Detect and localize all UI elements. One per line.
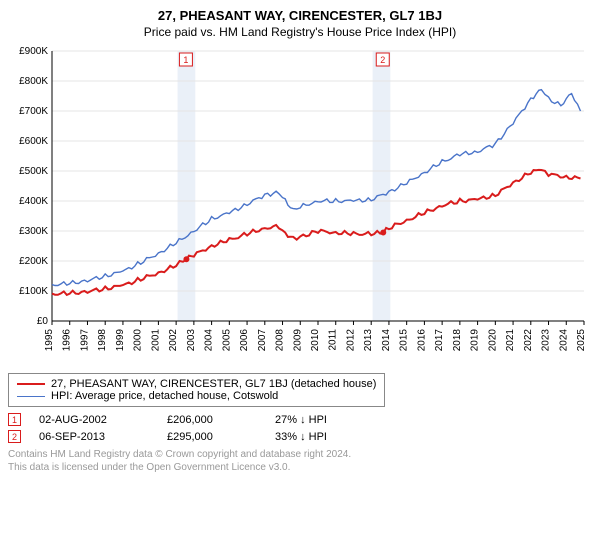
svg-text:2011: 2011 <box>328 329 339 351</box>
sale-pct: 33% ↓ HPI <box>275 431 327 443</box>
svg-text:2004: 2004 <box>204 329 215 352</box>
svg-text:2024: 2024 <box>558 329 569 352</box>
svg-text:£600K: £600K <box>19 136 48 147</box>
svg-text:2021: 2021 <box>505 329 516 352</box>
svg-text:2020: 2020 <box>487 329 498 352</box>
legend-item-hpi: HPI: Average price, detached house, Cots… <box>17 390 376 402</box>
sale-marker-icon: 2 <box>8 430 21 443</box>
table-row: 1 02-AUG-2002 £206,000 27% ↓ HPI <box>8 413 592 426</box>
svg-text:1996: 1996 <box>62 329 73 352</box>
svg-text:£0: £0 <box>37 316 49 327</box>
svg-text:2023: 2023 <box>541 329 552 352</box>
svg-text:£700K: £700K <box>19 106 48 117</box>
sale-pct: 27% ↓ HPI <box>275 414 327 426</box>
sale-price: £206,000 <box>167 414 257 426</box>
sale-date: 06-SEP-2013 <box>39 431 149 443</box>
svg-text:2014: 2014 <box>381 329 392 352</box>
svg-text:2002: 2002 <box>168 329 179 352</box>
svg-text:2009: 2009 <box>292 329 303 352</box>
sale-date: 02-AUG-2002 <box>39 414 149 426</box>
svg-text:2025: 2025 <box>576 329 587 352</box>
legend-swatch-icon <box>17 383 45 385</box>
svg-text:2022: 2022 <box>523 329 534 352</box>
svg-text:2003: 2003 <box>186 329 197 352</box>
svg-text:2012: 2012 <box>345 329 356 352</box>
svg-text:2001: 2001 <box>150 329 161 352</box>
svg-text:1: 1 <box>183 55 188 65</box>
svg-text:2019: 2019 <box>470 329 481 352</box>
svg-text:£300K: £300K <box>19 226 48 237</box>
legend-label: 27, PHEASANT WAY, CIRENCESTER, GL7 1BJ (… <box>51 378 376 390</box>
svg-text:1998: 1998 <box>97 329 108 352</box>
legend-label: HPI: Average price, detached house, Cots… <box>51 390 278 402</box>
svg-text:2017: 2017 <box>434 329 445 352</box>
svg-text:2007: 2007 <box>257 329 268 352</box>
legend-item-price-paid: 27, PHEASANT WAY, CIRENCESTER, GL7 1BJ (… <box>17 378 376 390</box>
line-chart: £0 £100K £200K £300K £400K £500K £600K £700K £80… <box>8 45 592 365</box>
page-title: 27, PHEASANT WAY, CIRENCESTER, GL7 1BJ <box>8 8 592 23</box>
svg-text:£400K: £400K <box>19 196 48 207</box>
svg-text:£900K: £900K <box>19 46 48 57</box>
svg-text:2006: 2006 <box>239 329 250 352</box>
svg-text:£200K: £200K <box>19 256 48 267</box>
svg-text:2016: 2016 <box>416 329 427 352</box>
legend: 27, PHEASANT WAY, CIRENCESTER, GL7 1BJ (… <box>8 373 385 407</box>
svg-text:2000: 2000 <box>133 329 144 352</box>
svg-text:2005: 2005 <box>221 329 232 352</box>
svg-text:2013: 2013 <box>363 329 374 352</box>
svg-text:£100K: £100K <box>19 286 48 297</box>
legend-swatch-icon <box>17 396 45 397</box>
sales-table: 1 02-AUG-2002 £206,000 27% ↓ HPI 2 06-SE… <box>8 413 592 443</box>
chart-container: £0 £100K £200K £300K £400K £500K £600K £700K £80… <box>8 45 592 365</box>
footer-line: Contains HM Land Registry data © Crown c… <box>8 449 592 462</box>
page-subtitle: Price paid vs. HM Land Registry's House … <box>8 25 592 39</box>
svg-text:2018: 2018 <box>452 329 463 352</box>
sale-marker-icon: 1 <box>8 413 21 426</box>
svg-text:1999: 1999 <box>115 329 126 352</box>
svg-text:2015: 2015 <box>399 329 410 352</box>
table-row: 2 06-SEP-2013 £295,000 33% ↓ HPI <box>8 430 592 443</box>
svg-text:2: 2 <box>380 55 385 65</box>
svg-text:£800K: £800K <box>19 76 48 87</box>
svg-text:1997: 1997 <box>79 329 90 352</box>
svg-text:1995: 1995 <box>44 329 55 352</box>
svg-text:2010: 2010 <box>310 329 321 352</box>
svg-text:£500K: £500K <box>19 166 48 177</box>
footer-line: This data is licensed under the Open Gov… <box>8 462 592 475</box>
sale-price: £295,000 <box>167 431 257 443</box>
svg-text:2008: 2008 <box>275 329 286 352</box>
footer: Contains HM Land Registry data © Crown c… <box>8 449 592 474</box>
